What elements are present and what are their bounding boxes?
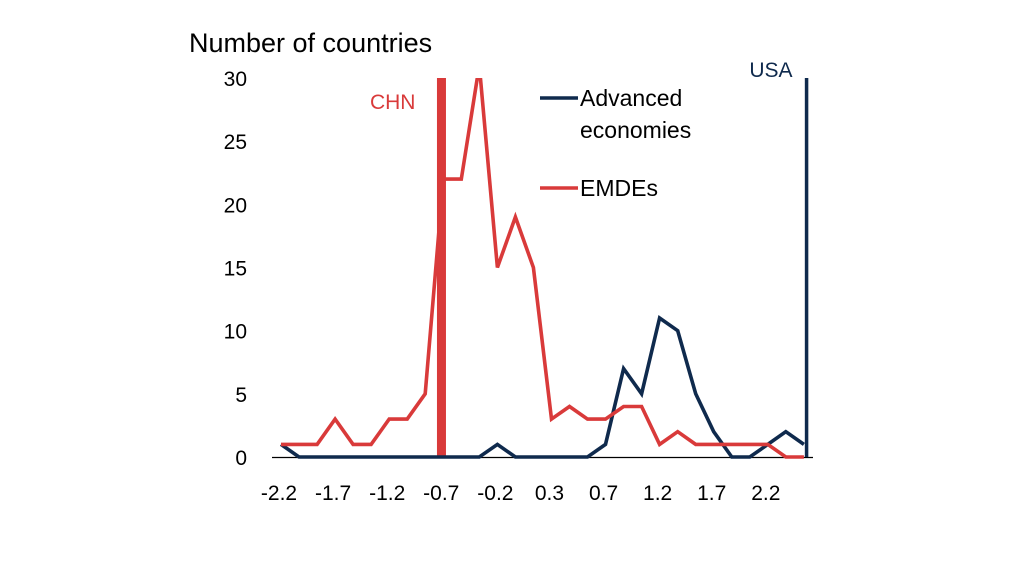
legend-label: economies bbox=[580, 117, 691, 143]
y-tick-label: 30 bbox=[224, 68, 247, 91]
legend-item-advanced-economies: Advanced economies bbox=[540, 85, 691, 143]
x-tick-labels: -2.2 -1.7 -1.2 -0.7 -0.2 0.3 0.7 1.2 1.7 2.2 bbox=[261, 482, 781, 505]
x-tick-label: 2.2 bbox=[751, 482, 780, 505]
y-tick-label: 25 bbox=[224, 131, 247, 154]
x-tick-label: 0.3 bbox=[535, 482, 564, 505]
x-tick-label: -0.2 bbox=[477, 482, 513, 505]
reference-lines: CHN USA bbox=[370, 59, 809, 457]
x-tick-label: -2.2 bbox=[261, 482, 297, 505]
y-tick-label: 20 bbox=[224, 194, 247, 217]
x-tick-label: 1.2 bbox=[643, 482, 672, 505]
x-tick-label: -0.7 bbox=[423, 482, 459, 505]
x-tick-label: -1.2 bbox=[369, 482, 405, 505]
series-line-advanced-economies bbox=[279, 315, 805, 459]
reference-label-chn: CHN bbox=[370, 91, 416, 114]
y-tick-label: 0 bbox=[235, 447, 247, 470]
y-tick-label: 10 bbox=[224, 321, 247, 344]
legend-item-emdes: EMDEs bbox=[540, 175, 658, 201]
series-lines bbox=[279, 77, 805, 459]
legend-label: Advanced bbox=[580, 85, 682, 111]
x-tick-label: 0.7 bbox=[589, 482, 618, 505]
series-line-emdes bbox=[281, 78, 804, 459]
legend-label: EMDEs bbox=[580, 175, 658, 201]
legend: Advanced economies EMDEs bbox=[540, 85, 691, 201]
y-tick-label: 5 bbox=[235, 384, 247, 407]
y-tick-labels: 0 5 10 15 20 25 30 bbox=[224, 68, 247, 470]
y-tick-label: 15 bbox=[224, 258, 247, 281]
x-tick-label: -1.7 bbox=[315, 482, 351, 505]
y-axis-title: Number of countries bbox=[189, 28, 432, 58]
reference-label-usa: USA bbox=[749, 59, 792, 82]
x-tick-label: 1.7 bbox=[697, 482, 726, 505]
